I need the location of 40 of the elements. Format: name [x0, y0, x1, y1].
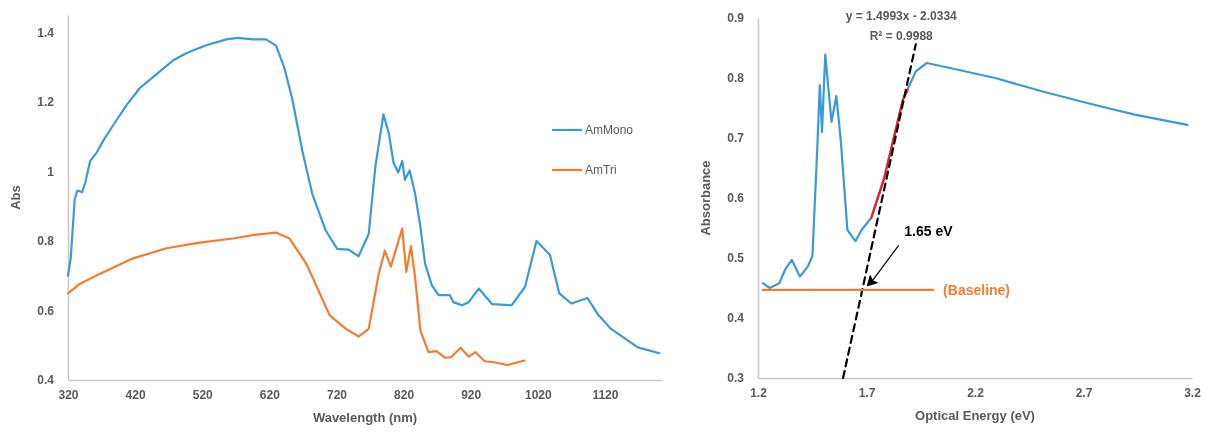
annotation: y = 1.4993x - 2.0334 [845, 9, 958, 23]
y-tick-label: 1.2 [37, 95, 55, 110]
x-tick-label: 520 [192, 387, 214, 402]
line-series [66, 36, 661, 355]
x-tick-label: 1120 [592, 387, 619, 402]
y-tick-label: 0.4 [37, 373, 55, 388]
y-tick-label: 0.8 [727, 71, 745, 86]
y-axis-title: Absorbance [698, 160, 713, 236]
y-tick-label: 0.4 [727, 311, 745, 326]
x-tick-label: 3.2 [1184, 385, 1202, 400]
x-tick-label: 720 [326, 387, 348, 402]
y-tick-label: 0.9 [727, 11, 745, 26]
x-tick-label: 2.2 [967, 385, 985, 400]
y-tick-label: 0.6 [727, 191, 745, 206]
y-tick-label: 0.8 [37, 234, 55, 249]
x-tick-label: 1020 [524, 387, 552, 402]
y-tick-label: 0.6 [37, 303, 55, 318]
legend-label: AmMono [585, 123, 634, 137]
series-label: (Baseline) [943, 281, 1011, 298]
x-tick-label: 420 [125, 387, 146, 402]
line-series [870, 88, 909, 219]
x-tick-label: 920 [461, 387, 482, 402]
y-tick-label: 1 [47, 164, 55, 179]
y-tick-label: 0.5 [727, 251, 745, 266]
line-series [66, 227, 526, 367]
x-tick-label: 1.7 [858, 385, 876, 400]
y-axis-title: Abs [8, 185, 23, 210]
x-tick-label: 2.7 [1075, 385, 1093, 400]
x-axis-title: Optical Energy (eV) [915, 408, 1035, 423]
y-tick-label: 1.4 [37, 25, 55, 40]
x-tick-label: 320 [58, 387, 79, 402]
x-axis-title: Wavelength (nm) [312, 410, 418, 425]
y-tick-label: 0.3 [727, 371, 745, 386]
annotation: 1.65 eV [904, 222, 954, 239]
annotation: R² = 0.9988 [869, 29, 934, 43]
x-tick-label: 620 [259, 387, 281, 402]
y-tick-label: 0.7 [727, 131, 745, 146]
x-tick-label: 1.2 [750, 385, 768, 400]
x-tick-label: 820 [394, 387, 415, 402]
legend-label: AmTri [585, 163, 617, 177]
